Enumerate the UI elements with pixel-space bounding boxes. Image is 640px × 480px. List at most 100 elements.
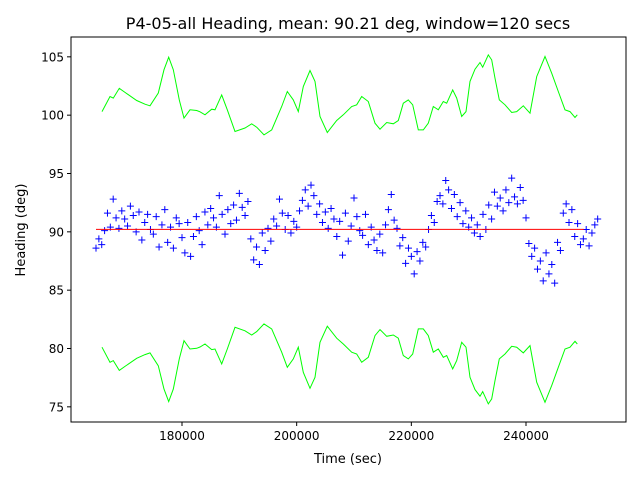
- data-point: [129, 212, 137, 219]
- lower-band-line: [101, 323, 578, 405]
- data-point: [98, 241, 106, 249]
- data-point: [224, 206, 232, 214]
- data-point: [287, 229, 295, 237]
- data-point: [198, 241, 206, 249]
- data-point: [301, 186, 309, 194]
- data-point: [189, 233, 197, 240]
- x-tick-label: 200000: [274, 429, 320, 443]
- data-point: [247, 235, 255, 243]
- data-point: [121, 215, 129, 223]
- axes-frame: [70, 36, 627, 423]
- data-point: [453, 213, 461, 221]
- data-point: [459, 220, 467, 228]
- y-tick-label: 90: [49, 225, 64, 239]
- data-point: [235, 189, 243, 197]
- data-point: [376, 230, 384, 238]
- data-point: [118, 207, 126, 215]
- data-point: [261, 247, 269, 254]
- data-point: [373, 247, 381, 254]
- data-point: [164, 238, 172, 246]
- data-point: [554, 238, 562, 246]
- data-point: [402, 259, 410, 267]
- data-point: [493, 202, 501, 210]
- data-point: [470, 229, 478, 237]
- data-point: [447, 205, 455, 212]
- data-point: [135, 208, 143, 216]
- data-point: [201, 208, 209, 216]
- data-point: [591, 221, 599, 229]
- data-point: [522, 214, 530, 222]
- data-point: [422, 243, 430, 251]
- data-point: [126, 202, 134, 210]
- data-point: [316, 200, 324, 208]
- y-tick-label: 75: [49, 400, 64, 414]
- data-point: [172, 214, 180, 222]
- data-point: [396, 242, 404, 250]
- data-point: [430, 219, 438, 226]
- data-point: [505, 199, 513, 207]
- data-point: [410, 270, 418, 278]
- x-tick-label: 220000: [388, 429, 434, 443]
- data-point: [344, 237, 352, 245]
- data-point: [333, 233, 341, 240]
- data-point: [539, 277, 547, 285]
- y-tick-label: 80: [49, 342, 64, 356]
- data-point: [324, 224, 332, 232]
- data-point: [476, 233, 484, 240]
- y-tick-label: 100: [41, 109, 64, 123]
- data-point: [516, 184, 524, 191]
- data-point: [207, 205, 215, 212]
- data-point: [327, 205, 335, 212]
- data-point: [230, 201, 238, 209]
- data-point: [350, 194, 358, 202]
- data-point: [275, 195, 283, 203]
- data-point: [404, 244, 412, 252]
- data-point: [533, 265, 541, 273]
- y-tick-label: 95: [49, 167, 64, 181]
- y-tick-label: 105: [41, 50, 64, 64]
- data-point: [393, 224, 401, 232]
- data-point: [155, 243, 163, 251]
- data-point: [221, 230, 229, 238]
- data-point: [399, 234, 407, 242]
- data-point: [588, 229, 596, 237]
- data-point: [513, 200, 521, 208]
- data-point: [195, 227, 203, 235]
- data-point: [144, 210, 152, 218]
- data-point: [101, 227, 109, 235]
- data-point: [227, 220, 235, 228]
- data-point: [456, 199, 464, 207]
- data-point: [270, 215, 278, 223]
- data-point: [542, 249, 550, 257]
- data-point: [161, 206, 169, 214]
- data-point: [152, 213, 160, 221]
- data-point: [298, 196, 306, 204]
- data-point: [490, 188, 498, 196]
- data-point: [112, 214, 120, 222]
- data-point: [330, 215, 338, 223]
- data-point: [499, 207, 507, 215]
- data-point: [192, 213, 200, 221]
- data-point: [250, 256, 258, 264]
- data-point: [267, 237, 275, 245]
- data-point: [141, 219, 149, 226]
- data-point: [244, 198, 252, 205]
- data-point: [562, 200, 570, 208]
- x-tick-label: 180000: [159, 429, 205, 443]
- data-point: [341, 209, 349, 217]
- data-point: [508, 174, 516, 182]
- data-point: [502, 186, 510, 194]
- data-point: [253, 243, 261, 251]
- data-point: [384, 206, 392, 214]
- data-point: [436, 192, 444, 200]
- data-point: [184, 219, 192, 226]
- data-point: [462, 207, 470, 215]
- data-point: [296, 207, 304, 215]
- data-point: [158, 221, 166, 229]
- data-point: [545, 270, 553, 278]
- data-point: [336, 217, 344, 225]
- data-point: [95, 235, 103, 243]
- data-point: [585, 242, 593, 250]
- data-point: [511, 193, 519, 201]
